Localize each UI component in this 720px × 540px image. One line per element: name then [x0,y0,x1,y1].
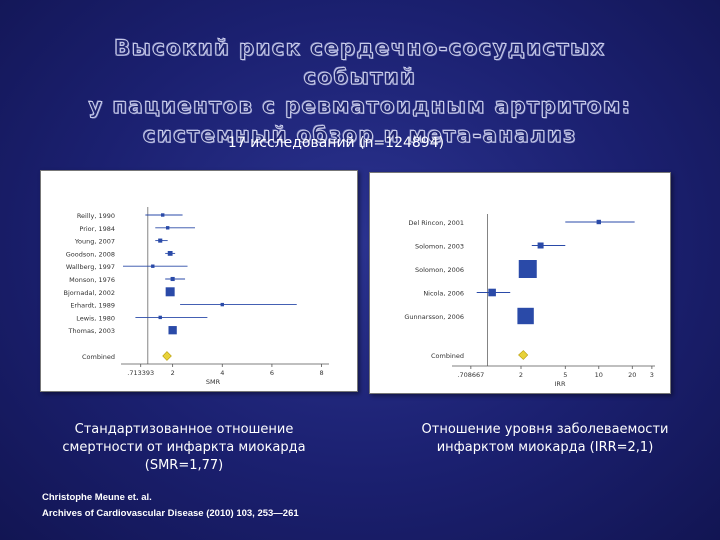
title-line: системный обзор и мета-анализ [143,123,577,148]
study-estimate-box [596,219,601,225]
study-label: Lewis, 1980 [76,314,115,322]
x-tick-label: 2 [519,371,523,379]
study-estimate-box [165,226,170,230]
x-tick-label: 3 [650,371,654,379]
x-tick-label: .713393 [127,369,154,377]
study-label: Prior, 1984 [79,225,115,233]
title-line: Высокий риск сердечно-сосудистых событий [114,36,606,90]
study-estimate-box [220,302,224,307]
study-estimate-box [158,238,163,243]
forest-plot-smr-panel: Reilly, 1990 Prior, 1984 Young, 2007 Goodso… [40,170,358,392]
study-label: Nicola, 2006 [423,290,464,298]
study-estimate-box [167,251,173,256]
study-label: Gunnarsson, 2006 [404,313,464,321]
study-estimate-box [488,288,496,297]
caption-line: Стандартизованное отношение [74,422,294,437]
combined-diamond [518,350,529,360]
study-label: Monson, 1976 [69,276,115,284]
forest-plot-irr: Del Rincon, 2001 Solomon, 2003 Solomon, 20… [404,214,655,388]
x-tick-label: 2 [171,369,175,377]
caption-line: Отношение уровня заболеваемости [421,422,669,437]
forest-plot-smr: Reilly, 1990 Prior, 1984 Young, 2007 Goodso… [64,207,329,386]
study-label: Erhardt, 1989 [70,302,115,310]
study-estimate-box [517,307,534,325]
study-label: Solomon, 2003 [415,243,464,251]
study-estimate-box [165,287,175,297]
x-tick-label: .708667 [457,371,484,379]
study-estimate-box [161,213,165,217]
caption-line: (SMR=1,77) [144,458,224,473]
combined-diamond [162,351,172,361]
slide-title: Высокий риск сердечно-сосудистых событий… [60,34,660,150]
x-tick-label: 20 [628,371,636,379]
x-tick-label: 10 [595,371,603,379]
x-tick-label: 5 [563,371,567,379]
study-estimate-box [537,242,544,249]
caption-line: смертности от инфаркта миокарда [62,440,306,455]
study-estimate-box [168,326,177,335]
reference-journal: Archives of Cardiovascular Disease (2010… [42,508,299,519]
reference-authors: Christophe Meune et. al. [42,492,152,503]
study-label: Young, 2007 [74,238,115,246]
study-estimate-box [151,264,155,268]
combined-label: Combined [431,352,464,360]
caption-irr: Отношение уровня заболеваемости инфаркто… [385,421,705,457]
study-estimate-box [158,315,162,320]
title-line: у пациентов с ревматоидным артритом: [88,94,632,119]
x-axis-label: IRR [555,380,566,388]
x-tick-label: 8 [319,369,323,377]
study-label: Wallberg, 1997 [66,263,115,271]
study-label: Solomon, 2006 [415,266,464,274]
x-tick-label: 6 [270,369,274,377]
combined-label: Combined [82,353,115,361]
study-label: Goodson, 2008 [66,250,115,258]
study-label: Thomas, 2003 [68,327,115,335]
caption-smr: Стандартизованное отношение смертности о… [28,421,340,475]
study-label: Reilly, 1990 [77,212,115,220]
study-estimate-box [518,260,537,278]
study-estimate-box [170,276,175,282]
x-tick-label: 4 [220,369,224,377]
study-label: Del Rincon, 2001 [408,219,464,227]
forest-plot-irr-panel: Del Rincon, 2001 Solomon, 2003 Solomon, 20… [369,172,671,394]
reference: Christophe Meune et. al. Archives of Car… [42,490,299,522]
slide-subtitle: 17 исследований (n=124894) [227,135,445,151]
x-axis-label: SMR [206,378,221,386]
study-label: Bjornadal, 2002 [64,289,116,297]
caption-line: инфарктом миокарда (IRR=2,1) [436,440,654,455]
